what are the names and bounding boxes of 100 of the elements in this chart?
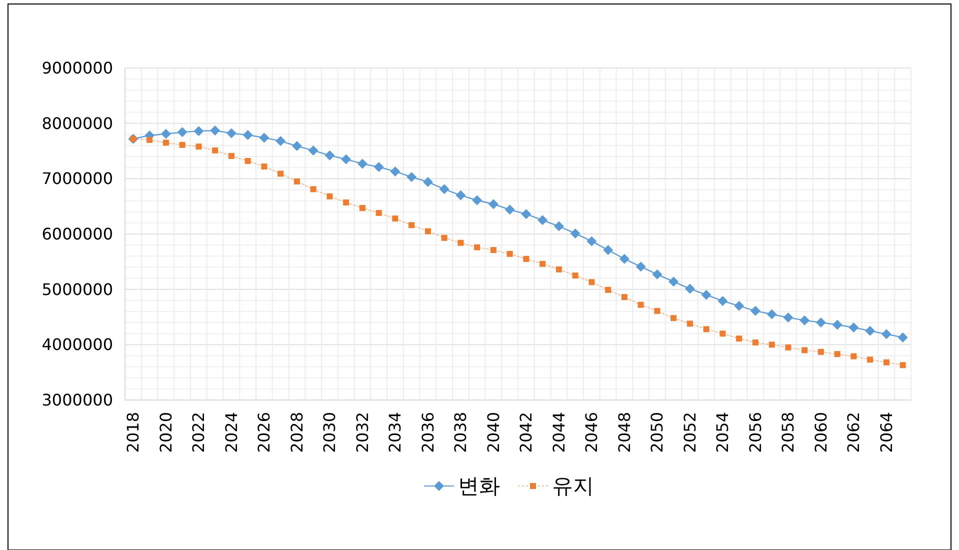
point [638,302,644,308]
point [359,204,366,211]
point [785,344,792,350]
point [768,342,775,348]
point [540,260,546,267]
point [210,126,220,136]
point [390,166,400,176]
x-tick-label: 2036 [418,412,438,453]
point [883,359,890,366]
x-tick-label: 2028 [287,412,306,453]
point [392,216,398,222]
point [684,284,695,294]
point [850,353,857,360]
y-tick-label: 4000000 [42,335,113,354]
x-tick-label: 2022 [189,412,208,453]
point [326,193,333,200]
point [179,142,186,148]
point [259,132,270,143]
point [802,347,808,354]
point [458,240,464,246]
point [588,279,595,286]
point [441,234,448,241]
x-tick-label: 2050 [648,412,667,453]
point [456,190,466,200]
point [750,306,760,316]
point [570,228,580,238]
x-tick-label: 2020 [156,412,176,453]
x-tick-label: 2052 [680,412,700,453]
point [881,329,892,340]
point [422,176,433,187]
point [818,348,824,355]
point [686,320,693,327]
point [538,215,548,226]
point [898,332,908,342]
point [310,186,316,192]
point [603,245,614,256]
point [900,362,906,368]
point [292,141,302,152]
point [734,300,744,311]
point [324,150,335,160]
point [226,128,236,138]
point [488,199,498,210]
point [668,276,679,287]
y-tick-label: 6000000 [42,224,113,244]
point [783,312,794,323]
legend-label: 변화 [458,474,500,498]
point [636,262,646,272]
point [276,136,286,146]
point [834,351,840,358]
point [736,336,742,342]
x-tick-label: 2030 [320,412,340,453]
point [832,320,842,330]
point [212,147,218,154]
x-tick-label: 2062 [844,412,864,453]
point [506,250,513,257]
point [294,178,300,184]
x-tick-label: 2018 [124,412,143,453]
point [701,290,712,300]
point [261,163,268,170]
x-tick-label: 2038 [451,412,470,453]
point [376,210,382,216]
point [177,127,188,138]
point [800,315,810,326]
point [654,308,660,314]
x-tick-label: 2044 [549,412,568,453]
x-tick-label: 2024 [222,412,241,453]
x-tick-label: 2046 [582,412,602,453]
x-tick-label: 2064 [876,412,896,453]
x-tick-label: 2058 [778,412,798,453]
y-tick-label: 3000000 [42,390,113,410]
point [703,326,710,332]
y-tick-label: 5000000 [42,280,113,299]
point [720,330,726,337]
point [146,136,153,143]
point [865,326,876,336]
point [586,236,597,246]
point [343,199,350,206]
x-tick-label: 2048 [614,412,634,453]
point [670,315,677,322]
point [556,266,562,272]
point [308,145,318,156]
x-tick-label: 2042 [516,412,536,453]
point [605,286,612,293]
point [504,204,515,215]
x-tick-label: 2060 [811,412,830,453]
point [472,195,482,206]
point [619,254,630,264]
point [439,184,450,194]
point [816,318,826,328]
point [554,221,564,232]
point [162,140,169,146]
point [341,154,352,164]
x-tick-label: 2056 [746,412,765,453]
point [848,322,859,333]
point [406,172,417,182]
point [652,269,662,280]
point [718,296,728,306]
x-tick-label: 2034 [386,412,405,453]
y-tick-label: 7000000 [42,169,113,188]
point [228,152,234,159]
